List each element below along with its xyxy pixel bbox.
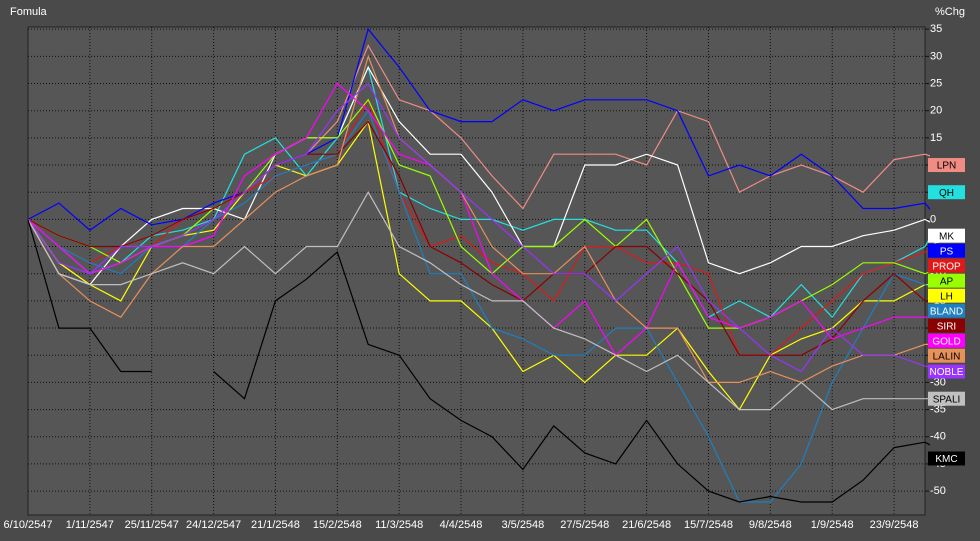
x-tick-label: 1/9/2548 (811, 519, 854, 531)
legend-label: PS (940, 246, 954, 257)
legend-swatch (928, 243, 965, 258)
x-tick-label: 11/3/2548 (375, 519, 423, 531)
legend-label: NOBLE (930, 367, 964, 378)
legend-label: LH (940, 291, 953, 302)
x-tick-label: 1/11/2547 (66, 519, 114, 531)
legend-swatch (928, 258, 965, 273)
legend-swatch (928, 391, 965, 406)
y-tick-label: -50 (930, 485, 946, 497)
x-tick-label: 21/6/2548 (622, 519, 671, 531)
x-tick-label: 21/1/2548 (251, 519, 300, 531)
x-tick-label: 25/11/2547 (125, 519, 179, 531)
y-tick-label: 35 (930, 23, 942, 35)
y-axis-label: %Chg (935, 6, 965, 18)
legend-label: QH (939, 188, 954, 199)
legend-label: KMC (935, 454, 957, 465)
legend-label: PROP (932, 261, 961, 272)
y-tick-label: 0 (930, 213, 936, 225)
legend-label: LPN (937, 161, 956, 172)
legend-swatch (928, 451, 965, 466)
x-tick-label: 15/7/2548 (684, 519, 733, 531)
legend-swatch (928, 303, 965, 318)
plot-area (27, 26, 926, 516)
legend-label: LALIN (933, 351, 961, 362)
legend-label: BLAND (930, 306, 963, 317)
y-tick-label: 15 (930, 132, 942, 144)
x-tick-label: 24/12/2547 (186, 519, 241, 531)
series-line (28, 190, 930, 411)
y-tick-label: -35 (930, 403, 946, 415)
legend-label: GOLD (932, 336, 960, 347)
legend-swatch (928, 318, 965, 333)
y-tick-label: 20 (930, 105, 942, 117)
legend-swatch (928, 273, 965, 288)
y-tick-label: 25 (930, 77, 942, 89)
legend-label: SIRI (937, 321, 956, 332)
legend-swatch (928, 228, 965, 243)
x-tick-label: 6/10/2547 (4, 519, 53, 531)
legend-label: SPALI (933, 394, 961, 405)
legend-swatch (928, 185, 965, 200)
y-tick-label: -30 (930, 376, 946, 388)
legend-swatch (928, 348, 965, 363)
x-tick-label: 15/2/2548 (313, 519, 362, 531)
x-tick-label: 4/4/2548 (440, 519, 483, 531)
legend-swatch (928, 333, 965, 348)
x-tick-label: 23/9/2548 (870, 519, 919, 531)
series-line (28, 82, 930, 373)
legend-swatch (928, 288, 965, 303)
series-line (213, 250, 930, 503)
series-line (28, 219, 152, 373)
legend-label: MK (939, 231, 954, 242)
y-tick-label: -40 (930, 431, 946, 443)
series-line (28, 65, 930, 286)
x-tick-label: 3/5/2548 (501, 519, 544, 531)
y-tick-label: 30 (930, 50, 942, 62)
legend-swatch (928, 158, 965, 173)
legend-label: AP (940, 276, 954, 287)
chart-title: Fomula (10, 6, 48, 18)
x-tick-label: 9/8/2548 (749, 519, 792, 531)
series-line (28, 120, 930, 356)
x-tick-label: 27/5/2548 (560, 519, 609, 531)
legend-swatch (928, 364, 965, 379)
